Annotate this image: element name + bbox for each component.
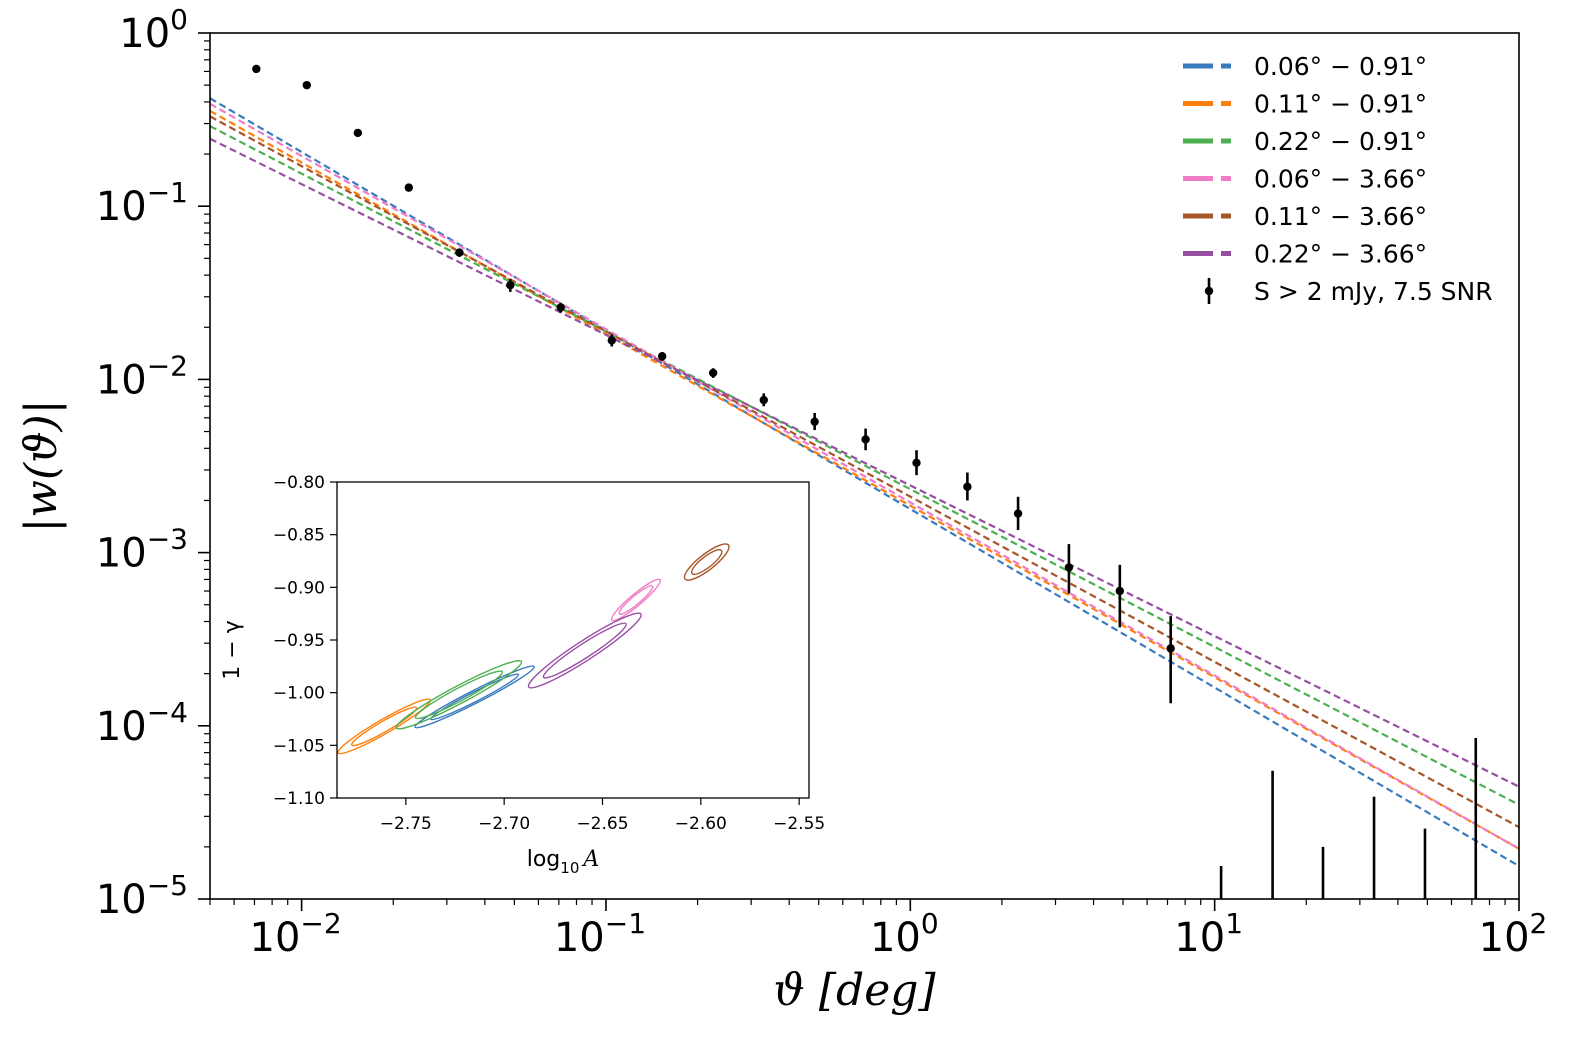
inset-contour	[414, 670, 504, 720]
legend-label: 0.06° − 3.66°	[1254, 165, 1427, 194]
data-point	[506, 280, 515, 290]
x-tick-label: 101	[1174, 907, 1243, 961]
x-tick-label: 10−1	[554, 907, 646, 961]
y-tick-label: 10−3	[96, 523, 188, 577]
legend: 0.06° − 0.91° 0.11° − 0.91° 0.22° − 0.91° 0…	[1183, 52, 1493, 306]
legend-label: 0.22° − 3.66°	[1254, 240, 1427, 269]
inset-y-axis-label: 1 − γ	[220, 620, 245, 679]
data-point	[1115, 586, 1125, 596]
inset-plot: −2.75 −2.70 −2.65 −2.60 −2.55 −0.80 −0.85 −0.90…	[220, 473, 825, 877]
inset-contour	[618, 584, 654, 615]
data-point	[252, 64, 261, 74]
inset-y-tick-label: −0.80	[273, 473, 325, 493]
inset-y-tick-label: −1.00	[273, 684, 325, 704]
inset-x-tick-label: −2.70	[478, 814, 530, 834]
data-points	[252, 64, 1478, 899]
inset-y-tick-label: −0.95	[273, 631, 325, 651]
inset-contour	[337, 698, 432, 755]
inset-ticks: −2.75 −2.70 −2.65 −2.60 −2.55 −0.80 −0.85 −0.90…	[273, 473, 825, 834]
inset-contour	[414, 665, 536, 729]
fit-line	[209, 102, 1520, 850]
data-point	[353, 128, 363, 138]
inset-contour	[351, 706, 418, 747]
data-point	[1166, 644, 1175, 653]
main-plot-frame	[209, 32, 1520, 900]
data-point	[556, 303, 565, 312]
x-tick-label: 102	[1479, 907, 1548, 961]
y-tick-label: 10−4	[96, 696, 188, 750]
x-axis-label: ϑ [deg]	[773, 965, 936, 1016]
inset-contours	[337, 543, 730, 755]
inset-background	[337, 482, 809, 798]
y-axis-label: |w(ϑ)|	[16, 399, 67, 532]
inset-x-tick-label: −2.60	[675, 814, 727, 834]
data-point	[1013, 509, 1023, 518]
data-point	[404, 183, 414, 192]
inset-contour	[395, 659, 523, 730]
inset-contour	[610, 578, 662, 622]
inset-y-tick-label: −0.85	[273, 526, 325, 546]
data-point	[810, 417, 819, 426]
data-point	[912, 458, 921, 467]
y-tick-label: 100	[119, 3, 188, 57]
fit-line	[209, 125, 1520, 806]
x-tick-label: 100	[870, 907, 939, 961]
inset-x-tick-label: −2.55	[773, 814, 825, 834]
data-point	[861, 435, 870, 444]
data-point	[759, 395, 768, 405]
inset-x-tick-label: −2.65	[576, 814, 628, 834]
legend-label: 0.22° − 0.91°	[1254, 127, 1427, 156]
data-point	[455, 248, 464, 257]
y-tick-label: 10−5	[96, 869, 188, 923]
inset-contour	[683, 543, 730, 581]
main-axis-ticks: 10−2 10−1 100 101 102 100 10−1 10−2 10−3 10−4 10−5	[96, 3, 1548, 961]
inset-contour	[527, 612, 642, 689]
legend-label: 0.11° − 3.66°	[1254, 202, 1427, 231]
data-point	[963, 482, 972, 491]
y-tick-label: 10−1	[96, 176, 188, 230]
fit-line	[209, 109, 1520, 850]
y-tick-label: 10−2	[96, 349, 188, 403]
data-point	[302, 80, 312, 90]
inset-x-tick-label: −2.75	[380, 814, 432, 834]
fit-line	[209, 137, 1520, 788]
inset-contour	[542, 622, 627, 679]
inset-y-tick-label: −1.05	[273, 736, 325, 756]
data-point	[607, 336, 616, 345]
data-point	[708, 368, 718, 378]
inset-y-tick-label: −1.10	[273, 789, 325, 809]
inset-y-tick-label: −0.90	[273, 578, 325, 598]
legend-label: 0.11° − 0.91°	[1254, 90, 1427, 119]
x-tick-label: 10−2	[250, 907, 342, 961]
data-point	[1064, 563, 1074, 572]
legend-label: 0.06° − 0.91°	[1254, 52, 1427, 81]
data-point	[657, 352, 667, 361]
inset-contour	[690, 549, 723, 576]
fit-line	[209, 115, 1520, 829]
inset-contour	[430, 673, 520, 721]
inset-x-axis-label: log10 A	[527, 847, 600, 877]
legend-label: S > 2 mJy, 7.5 SNR	[1254, 277, 1493, 306]
fit-lines	[209, 97, 1520, 867]
legend-marker	[1204, 286, 1214, 296]
